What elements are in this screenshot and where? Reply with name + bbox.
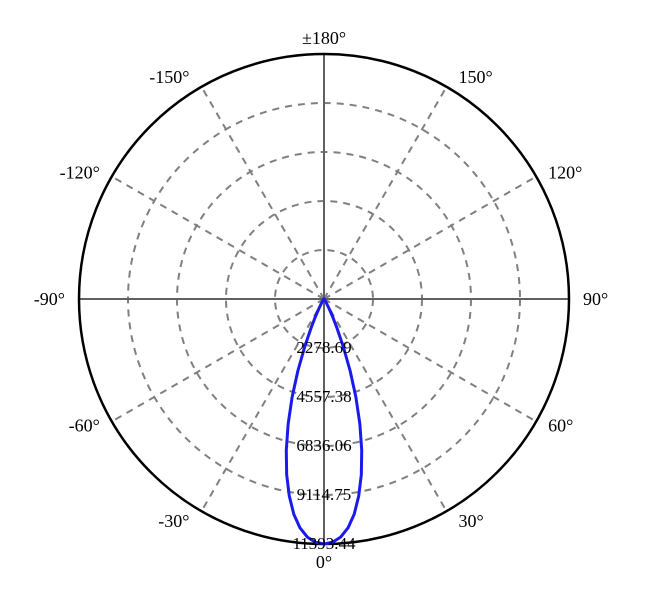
angle-label: ±180°	[302, 28, 346, 48]
angle-label: -150°	[149, 67, 189, 87]
radial-label: 9114.75	[297, 485, 352, 504]
radial-label: 2278.69	[296, 338, 351, 357]
radial-label: 4557.38	[296, 387, 351, 406]
angle-label: -120°	[60, 163, 100, 183]
angle-label: -30°	[158, 511, 189, 531]
radial-label: 6836.06	[296, 436, 351, 455]
angle-label: 30°	[459, 511, 484, 531]
angle-label: 60°	[548, 416, 573, 436]
angle-label: 150°	[459, 67, 493, 87]
radial-label: 11393.44	[292, 534, 356, 553]
angle-label: 0°	[316, 552, 332, 572]
angle-label: 90°	[583, 289, 608, 309]
polar-chart: 2278.69 4557.38 6836.06 9114.75 11393.440° 30…	[0, 0, 649, 598]
angle-label: -90°	[34, 289, 65, 309]
angle-label: 120°	[548, 163, 582, 183]
angle-label: -60°	[69, 416, 100, 436]
